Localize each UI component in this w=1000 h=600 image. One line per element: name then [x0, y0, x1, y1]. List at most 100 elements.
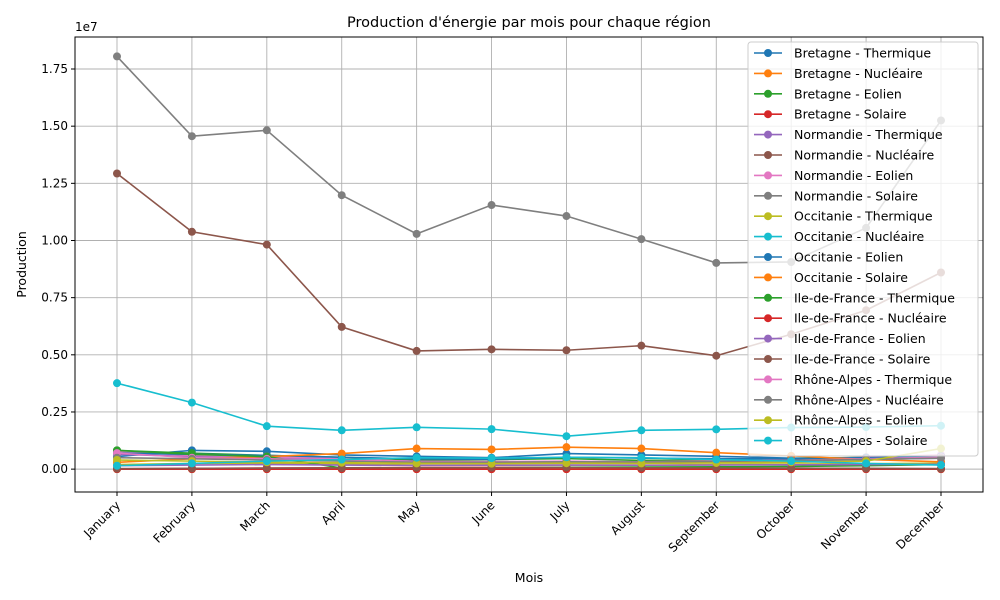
legend-item: Rhône-Alpes - Thermique [754, 372, 952, 387]
legend-marker [764, 293, 772, 302]
legend-marker [764, 416, 772, 425]
legend-item: Normandie - Eolien [754, 168, 913, 183]
data-point [412, 229, 421, 238]
data-point [712, 425, 721, 434]
legend-marker [764, 151, 772, 159]
legend-item: Normandie - Solaire [754, 188, 918, 203]
y-tick-label: 1.50 [41, 119, 68, 133]
legend-marker [764, 273, 772, 282]
legend-item: Ile-de-France - Solaire [754, 352, 931, 367]
data-point [187, 227, 196, 236]
legend-marker [764, 69, 772, 78]
data-point [113, 461, 121, 470]
series-group [113, 453, 945, 470]
legend-item: Ile-de-France - Eolien [754, 331, 926, 346]
legend-label: Bretagne - Solaire [794, 107, 907, 122]
legend-box [747, 41, 979, 457]
legend-marker [764, 314, 772, 323]
y-tick-label: 0.00 [41, 462, 68, 476]
legend-marker [764, 355, 772, 363]
legend-marker [764, 375, 772, 384]
legend-item: Bretagne - Solaire [754, 107, 907, 122]
y-tick-label: 0.50 [41, 348, 68, 362]
data-point [337, 426, 346, 435]
legend-item: Rhône-Alpes - Solaire [754, 433, 928, 448]
legend-item: Occitanie - Eolien [754, 250, 903, 265]
data-point [262, 240, 271, 249]
legend-marker [764, 191, 772, 200]
legend-label: Normandie - Nucléaire [794, 148, 935, 163]
legend: Bretagne - Thermique Bretagne - Nucléaire… [747, 41, 979, 457]
data-point [412, 346, 421, 355]
data-point [562, 212, 571, 221]
legend-marker [764, 130, 772, 139]
data-point [637, 444, 646, 453]
data-point [562, 453, 571, 462]
legend-item: Bretagne - Thermique [754, 46, 931, 61]
legend-label: Ile-de-France - Thermique [794, 290, 955, 305]
x-axis-label: Mois [515, 570, 543, 585]
data-point [412, 444, 421, 453]
chart-title: Production d'énergie par mois pour chaqu… [347, 15, 711, 31]
legend-item: Occitanie - Nucléaire [754, 229, 924, 244]
legend-marker [764, 436, 772, 445]
data-point [412, 453, 421, 462]
data-point [113, 379, 121, 388]
data-point [262, 422, 271, 431]
legend-label: Occitanie - Thermique [794, 209, 933, 224]
data-point [562, 443, 571, 452]
data-point [412, 423, 421, 432]
data-point [487, 345, 496, 354]
legend-item: Bretagne - Nucléaire [754, 66, 923, 81]
legend-item: Normandie - Thermique [754, 127, 943, 142]
data-point [487, 459, 496, 468]
plot-area-frame [74, 36, 984, 493]
data-point [113, 52, 121, 61]
data-point [712, 455, 721, 464]
legend-label: Bretagne - Thermique [794, 46, 931, 61]
data-point [337, 449, 346, 458]
data-point [487, 425, 496, 434]
legend-label: Occitanie - Eolien [794, 250, 903, 265]
legend-marker [764, 110, 772, 119]
y-tick-label: 1.75 [41, 62, 68, 76]
data-point [187, 459, 196, 468]
data-point [262, 464, 271, 473]
legend-label: Occitanie - Solaire [794, 270, 908, 285]
data-point [637, 459, 646, 468]
legend-label: Rhône-Alpes - Eolien [794, 413, 923, 428]
data-point [262, 126, 271, 135]
data-point [187, 398, 196, 407]
data-point [712, 448, 721, 457]
legend-item: Rhône-Alpes - Eolien [754, 413, 923, 428]
legend-label: Normandie - Thermique [794, 127, 943, 142]
data-point [787, 464, 796, 473]
legend-marker [764, 334, 772, 343]
series-line [116, 463, 942, 467]
legend-label: Ile-de-France - Eolien [794, 331, 926, 346]
legend-item: Ile-de-France - Nucléaire [754, 311, 947, 326]
y-axis-label: Production [14, 231, 29, 298]
y-tick-label: 0.75 [41, 291, 68, 305]
data-point [637, 453, 646, 462]
legend-marker [764, 395, 772, 404]
legend-item: Rhône-Alpes - Nucléaire [754, 392, 944, 407]
legend-item: Bretagne - Eolien [754, 86, 902, 101]
data-point [487, 454, 496, 463]
legend-marker [764, 49, 772, 57]
data-point [562, 346, 571, 355]
data-point [637, 341, 646, 350]
y-axis-scale-multiplier: 1e7 [75, 20, 98, 34]
legend-label: Normandie - Eolien [794, 168, 913, 183]
data-point [337, 455, 346, 464]
legend-label: Occitanie - Nucléaire [794, 229, 924, 244]
legend-label: Rhône-Alpes - Solaire [794, 433, 928, 448]
legend-label: Bretagne - Nucléaire [794, 66, 923, 81]
data-point [337, 191, 346, 200]
data-point [937, 461, 945, 470]
data-point [562, 459, 571, 468]
legend-label: Bretagne - Eolien [794, 86, 902, 101]
legend-item: Occitanie - Thermique [754, 209, 933, 224]
y-tick-label: 1.00 [41, 233, 68, 247]
